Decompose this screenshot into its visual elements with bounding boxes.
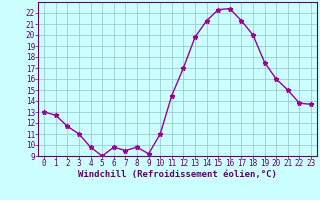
X-axis label: Windchill (Refroidissement éolien,°C): Windchill (Refroidissement éolien,°C) xyxy=(78,170,277,179)
